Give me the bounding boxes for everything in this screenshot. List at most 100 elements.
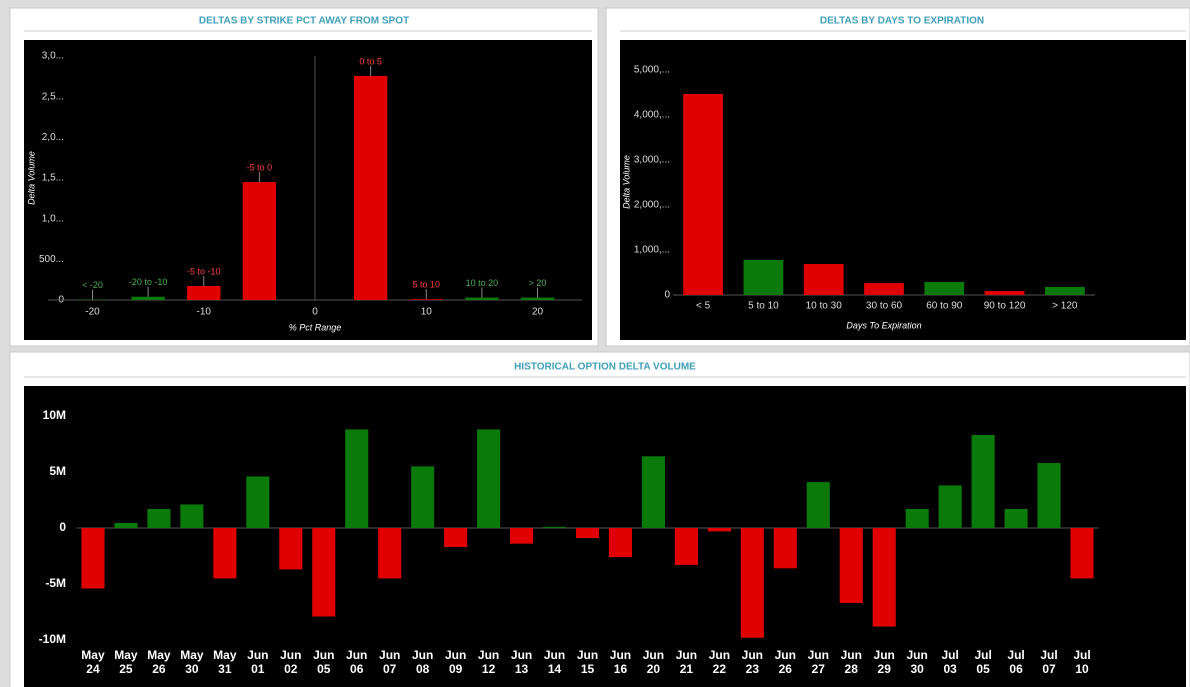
x-tick-label: Jun 12 <box>477 648 500 676</box>
bar <box>1044 286 1085 295</box>
data-label: 0 to 5 <box>359 56 382 66</box>
x-axis-label: Days To Expiration <box>846 320 921 330</box>
x-tick-label: Jun 07 <box>379 648 401 676</box>
x-tick-label: May 30 <box>180 648 204 676</box>
x-tick-label: Jun 16 <box>609 648 632 676</box>
x-tick-label: 5 to 10 <box>748 301 779 312</box>
y-tick-label: 1,0... <box>42 213 64 224</box>
bar <box>444 528 468 548</box>
bar <box>773 528 797 569</box>
x-tick-label: Jun 23 <box>741 648 763 676</box>
x-tick-label: Jun 20 <box>642 648 665 676</box>
y-tick-label: 4,000,... <box>634 110 670 121</box>
bar <box>1070 528 1094 579</box>
bar <box>743 259 784 295</box>
y-tick-label: 1,000,... <box>634 245 670 256</box>
data-label: 10 to 20 <box>466 278 499 288</box>
plot-area <box>24 40 592 340</box>
x-tick-label: Jun 28 <box>840 648 862 676</box>
chart-title: HISTORICAL OPTION DELTA VOLUME <box>514 362 696 373</box>
bar <box>864 282 904 295</box>
bar <box>984 290 1025 295</box>
x-tick-label: -10 <box>197 307 212 318</box>
x-tick-label: Jun 01 <box>247 648 269 676</box>
y-tick-label: 3,000,... <box>634 155 670 166</box>
x-tick-label: 10 to 30 <box>806 301 843 312</box>
data-label: -5 to -10 <box>187 266 221 276</box>
y-tick-label: -10M <box>39 632 66 646</box>
bar <box>187 286 221 300</box>
plot-area <box>24 386 1186 687</box>
bar <box>242 182 277 300</box>
bar <box>683 93 724 295</box>
x-tick-label: Jun 30 <box>906 648 928 676</box>
y-tick-label: 500... <box>39 254 64 265</box>
x-tick-label: May 25 <box>114 648 138 676</box>
bar <box>839 528 863 604</box>
y-tick-label: 5M <box>49 464 66 478</box>
data-label: -5 to 0 <box>247 162 273 172</box>
bar <box>608 528 633 558</box>
bar <box>180 504 204 528</box>
x-tick-label: Jul 05 <box>974 648 992 676</box>
bar <box>542 526 567 528</box>
x-tick-label: Jun 27 <box>807 648 829 676</box>
bar <box>465 297 499 300</box>
y-tick-label: 2,0... <box>42 132 64 143</box>
x-tick-label: > 120 <box>1052 301 1078 312</box>
bar <box>353 75 388 300</box>
x-tick-label: Jun 05 <box>313 648 335 676</box>
data-label: 5 to 10 <box>412 280 440 290</box>
bar <box>872 528 896 627</box>
bar <box>378 528 402 579</box>
chart-title: DELTAS BY DAYS TO EXPIRATION <box>820 16 984 27</box>
bar <box>905 508 929 528</box>
x-tick-label: Jun 15 <box>576 648 599 676</box>
bar <box>575 528 600 539</box>
y-tick-label: 10M <box>43 408 66 422</box>
bar <box>520 297 555 300</box>
bar <box>971 435 995 528</box>
x-tick-label: Jun 13 <box>510 648 533 676</box>
bar <box>131 296 165 300</box>
x-tick-label: 10 <box>421 307 433 318</box>
x-tick-label: Jul 10 <box>1073 648 1091 676</box>
bar <box>707 528 731 532</box>
bar <box>411 466 435 528</box>
bar <box>938 485 962 528</box>
x-tick-label: May 26 <box>147 648 171 676</box>
x-tick-label: < 5 <box>696 301 711 312</box>
bar <box>312 528 336 617</box>
data-label: -20 to -10 <box>129 277 168 287</box>
bar <box>409 299 443 300</box>
bar <box>1037 463 1061 528</box>
y-tick-label: -5M <box>45 576 66 590</box>
bar <box>114 522 138 528</box>
y-tick-label: 0 <box>664 290 670 301</box>
y-tick-label: 3,0... <box>42 51 64 62</box>
x-tick-label: May 24 <box>81 648 105 676</box>
bar <box>806 482 830 528</box>
data-label: < -20 <box>82 280 103 290</box>
x-tick-label: 0 <box>312 307 318 318</box>
bar <box>477 429 501 528</box>
data-label: > 20 <box>529 278 547 288</box>
y-tick-label: 2,000,... <box>634 200 670 211</box>
bar <box>641 456 665 528</box>
bar <box>674 528 698 565</box>
y-tick-label: 2,5... <box>42 91 64 102</box>
bar <box>345 429 369 528</box>
x-tick-label: Jun 29 <box>873 648 895 676</box>
x-tick-label: Jul 06 <box>1007 648 1025 676</box>
bar <box>81 528 105 589</box>
x-tick-label: 90 to 120 <box>984 301 1026 312</box>
x-tick-label: Jul 03 <box>941 648 959 676</box>
x-tick-label: -20 <box>85 307 100 318</box>
bar <box>213 528 237 579</box>
x-tick-label: 30 to 60 <box>866 301 903 312</box>
x-tick-label: 60 to 90 <box>926 301 963 312</box>
bar <box>279 528 303 570</box>
x-tick-label: Jun 08 <box>411 648 434 676</box>
